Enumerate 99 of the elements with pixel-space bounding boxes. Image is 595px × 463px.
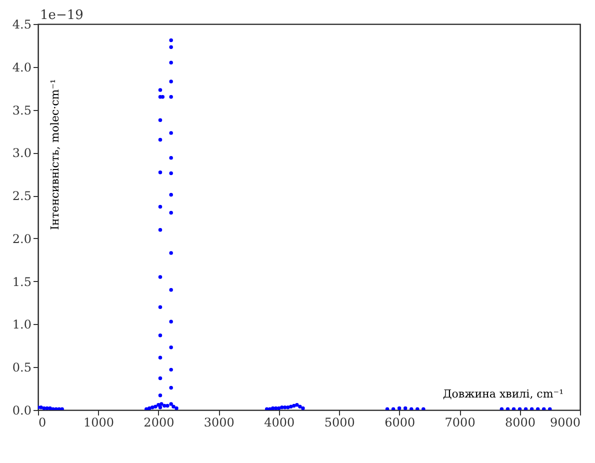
y-tick-label: 1.5 [12,274,32,289]
point [158,88,162,92]
point [169,210,173,215]
point [169,368,173,372]
point [274,406,278,410]
point [530,407,534,410]
x-tick-label: 9000 [550,416,580,430]
y-tick-label: 3.0 [12,146,32,160]
y-tick-label: 4.0 [12,60,32,74]
point [169,156,173,160]
point [385,407,390,410]
point [506,407,510,410]
point [410,407,414,410]
point [524,407,528,410]
point [57,407,61,410]
point [158,228,162,232]
y-tick-label: 0.0 [12,404,32,418]
y-tick-label: 2.0 [12,232,32,246]
point [158,275,162,279]
y-tick-label: 1.0 [12,318,32,332]
point [518,407,522,410]
x-tick-label: 4000 [264,416,295,430]
point [169,95,173,99]
point [158,376,162,380]
y-tick-label: 0.5 [12,360,32,375]
point [169,386,173,390]
point [158,305,162,309]
point [160,402,164,406]
point [301,406,305,410]
y-axis-title: Інтенсивність, molec·cm⁻¹ [48,79,62,230]
x-tick-label: 5000 [324,416,355,430]
point [48,406,52,410]
point [158,406,162,410]
point [169,80,173,84]
point [158,118,162,122]
point [169,402,173,406]
point [169,288,173,292]
y-tick-label: 2.5 [12,189,32,204]
point [158,204,162,209]
point [45,406,49,410]
point [166,404,170,408]
point [51,407,55,410]
point [148,406,152,410]
point [169,38,173,42]
point [416,407,420,410]
point [169,60,173,64]
point [422,407,426,410]
point [548,407,552,410]
point [154,404,158,408]
point [169,346,173,350]
point [144,407,148,410]
point [169,45,173,50]
point [169,192,173,197]
x-tick-label: 6000 [384,416,416,430]
x-tick-label: 1000 [83,416,114,430]
point [264,407,269,410]
point [391,407,396,410]
point [295,402,299,407]
point [162,404,166,408]
point [150,406,154,410]
point [280,406,284,410]
point [158,356,162,360]
y-tick-label: 3.5 [12,103,32,118]
x-tick-label: 3000 [204,416,234,430]
point [158,170,162,174]
point [39,406,43,410]
point [54,407,58,410]
point [298,404,302,408]
point [169,320,173,324]
x-tick-label: 2000 [144,416,174,430]
point [174,406,178,410]
point [397,406,402,410]
point [270,406,275,410]
point [512,407,516,410]
point [169,251,173,255]
point [286,406,290,410]
point [158,138,162,142]
point [169,131,173,135]
point [277,406,281,410]
point [158,334,162,338]
x-axis-title: Довжина хвилі, cm⁻¹ [442,388,564,400]
point [42,406,46,410]
x-tick-label: 0 [38,416,46,430]
point [158,394,162,398]
x-tick-label: 8000 [505,416,536,430]
point [160,95,165,99]
point [283,406,287,410]
point [268,407,272,410]
x-tick-label: 7000 [444,416,476,430]
point [60,407,64,410]
point [169,171,173,176]
point [500,407,504,410]
y-tick-label: 4.5 [12,18,32,32]
text: 1e−19 [40,8,84,23]
point [536,407,540,410]
point [172,404,176,408]
point [289,404,293,408]
point [403,406,408,410]
point [542,407,546,410]
